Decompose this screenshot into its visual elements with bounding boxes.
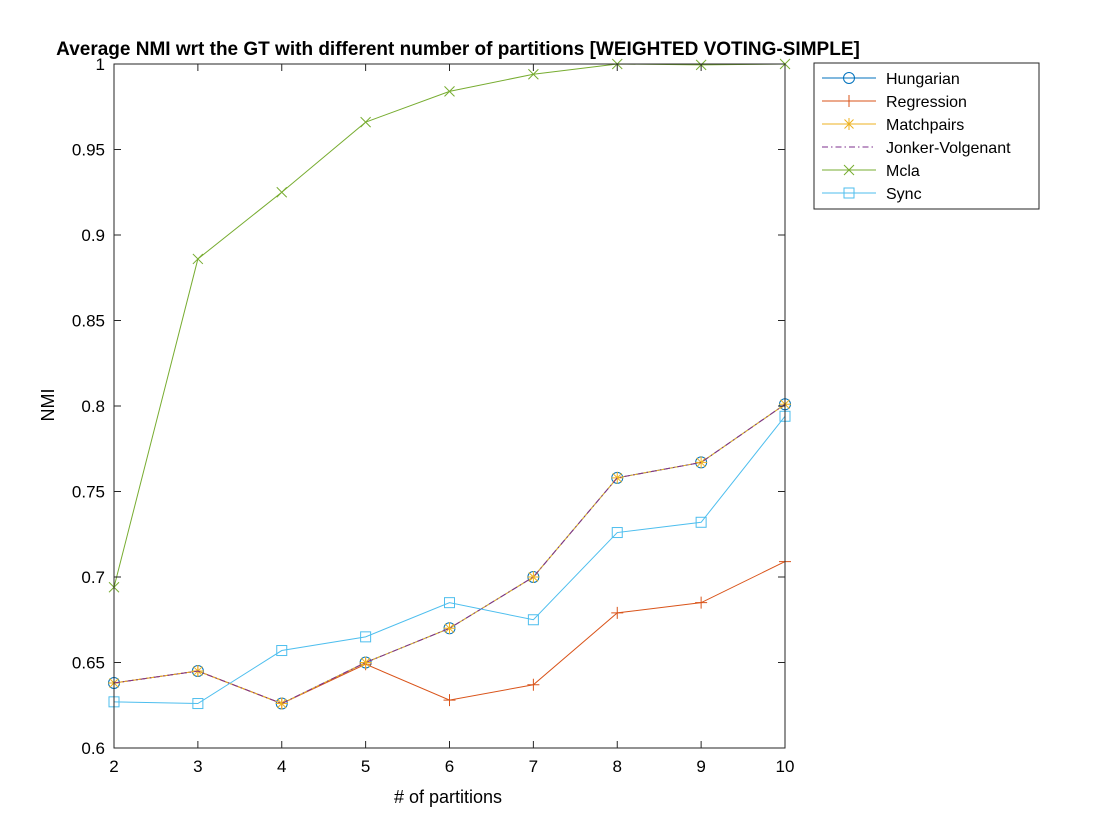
x-tick-label: 7	[529, 757, 538, 776]
series-jonker-volgenant	[113, 403, 786, 705]
y-axis-label: NMI	[38, 389, 58, 422]
x-tick-label: 8	[613, 757, 622, 776]
y-tick-label: 0.75	[72, 483, 105, 502]
legend-entry-regression: Regression	[822, 94, 967, 111]
legend-entry-hungarian: Hungarian	[822, 71, 960, 88]
data-point-regression	[695, 596, 708, 609]
data-point-sync	[695, 516, 707, 528]
x-axis-label: # of partitions	[394, 787, 502, 807]
plot-area	[108, 58, 791, 748]
y-tick-label: 0.9	[81, 226, 105, 245]
legend-label-jonker-volgenant: Jonker-Volgenant	[886, 140, 1011, 157]
plot-background	[114, 64, 785, 748]
data-point-sync	[192, 698, 204, 710]
legend-marker-matchpairs	[843, 118, 855, 130]
legend-label-mcla: Mcla	[886, 163, 920, 180]
data-point-mcla	[444, 86, 455, 97]
data-point-matchpairs	[359, 656, 372, 669]
data-point-mcla	[276, 186, 288, 198]
x-tick-label: 9	[696, 757, 705, 776]
legend-label-hungarian: Hungarian	[886, 71, 960, 88]
legend-marker-mcla	[843, 164, 855, 176]
data-point-regression	[527, 678, 540, 691]
legend-label-matchpairs: Matchpairs	[886, 117, 964, 134]
x-tick-label: 2	[109, 757, 118, 776]
legend-marker-hungarian	[843, 72, 855, 84]
y-tick-label: 0.85	[72, 312, 105, 331]
series-line-jonker-volgenant	[113, 403, 786, 705]
data-point-sync	[276, 645, 288, 657]
legend-entry-sync: Sync	[822, 186, 922, 203]
legend-entry-mcla: Mcla	[822, 163, 920, 180]
x-tick-label: 6	[445, 757, 454, 776]
y-tick-label: 0.7	[81, 568, 105, 587]
data-point-sync	[360, 631, 372, 643]
y-tick-label: 0.95	[72, 141, 105, 160]
data-point-regression	[443, 694, 456, 707]
x-tick-label: 10	[776, 757, 795, 776]
legend-entry-matchpairs: Matchpairs	[822, 117, 964, 134]
data-point-mcla	[360, 116, 371, 128]
data-point-sync	[444, 597, 455, 609]
data-point-regression	[611, 606, 624, 619]
data-point-matchpairs	[443, 622, 456, 635]
y-tick-label: 0.6	[81, 739, 105, 758]
legend-marker-sync	[843, 187, 855, 199]
x-tick-label: 4	[277, 757, 286, 776]
legend: Hungarian Regression Matchpairs Jonker-Volg…	[813, 62, 1040, 210]
legend-marker-regression	[843, 95, 855, 107]
axes: 2 3 4 5 6 7 8 9 10 0.6 0.65 0.7 0.75 0.8 0.85 0.9 0.95 1	[72, 55, 795, 776]
data-point-mcla	[528, 68, 539, 80]
legend-label-sync: Sync	[886, 186, 922, 203]
series-line-sync	[113, 415, 786, 705]
data-point-matchpairs	[695, 456, 708, 469]
data-point-matchpairs	[611, 471, 624, 484]
legend-box	[813, 62, 1040, 210]
legend-label-regression: Regression	[886, 94, 967, 111]
data-point-sync	[611, 527, 623, 539]
y-tick-label: 0.65	[72, 654, 105, 673]
data-point-matchpairs	[275, 697, 288, 710]
data-point-sync	[527, 614, 539, 626]
data-point-mcla	[192, 253, 204, 265]
y-tick-label: 1	[96, 55, 105, 74]
chart-title: Average NMI wrt the GT with different nu…	[56, 39, 860, 60]
x-tick-label: 3	[193, 757, 202, 776]
legend-entry-jonker-volgenant: Jonker-Volgenant	[822, 140, 1011, 157]
x-tick-label: 5	[361, 757, 370, 776]
y-tick-label: 0.8	[81, 397, 105, 416]
data-point-matchpairs	[527, 571, 540, 583]
